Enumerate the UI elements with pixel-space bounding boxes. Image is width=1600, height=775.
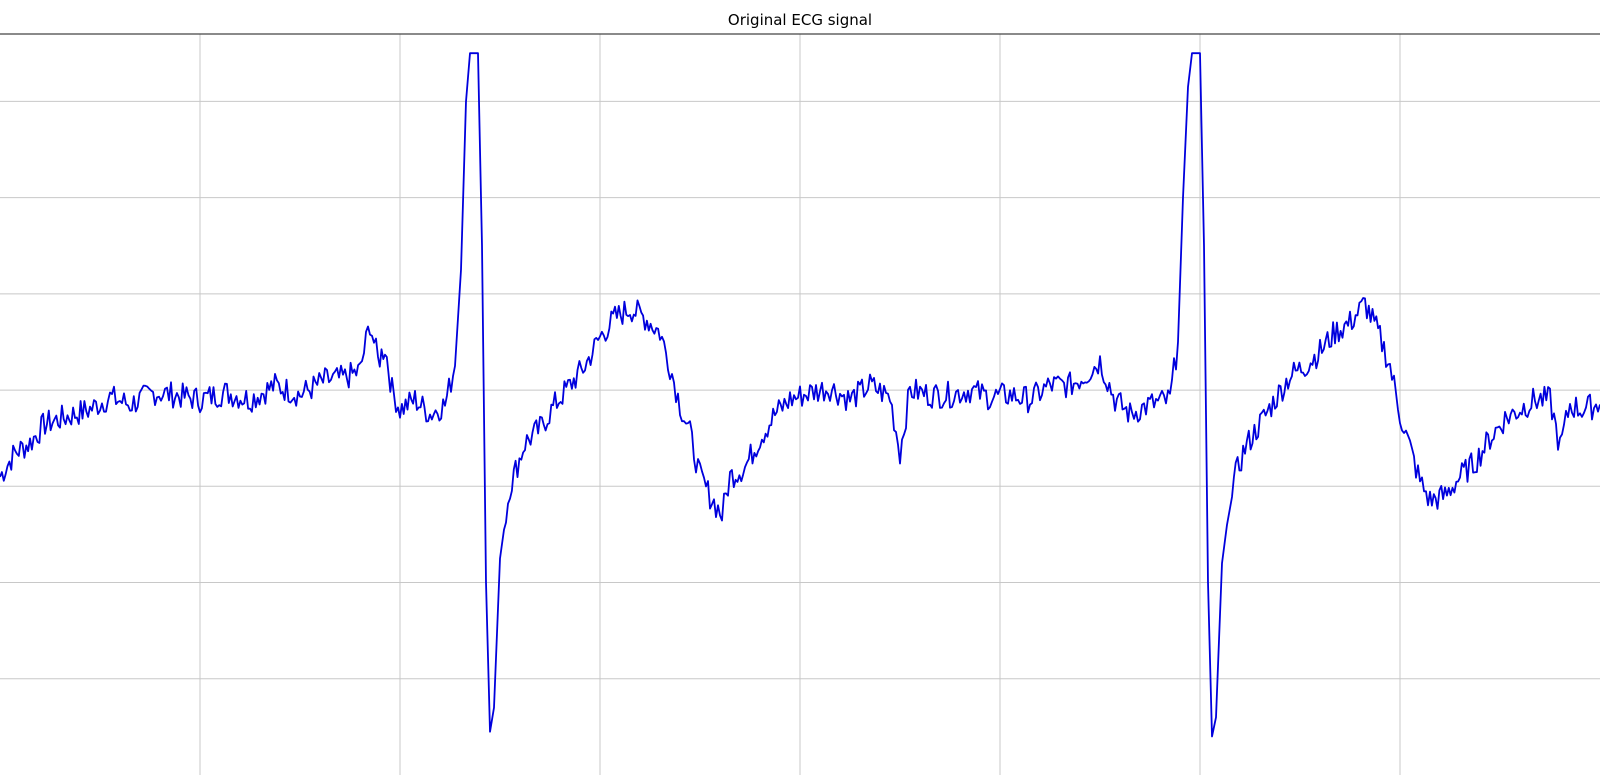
ecg-signal-line — [0, 52, 1600, 738]
grid — [0, 34, 1600, 775]
chart-title: Original ECG signal — [727, 11, 873, 29]
